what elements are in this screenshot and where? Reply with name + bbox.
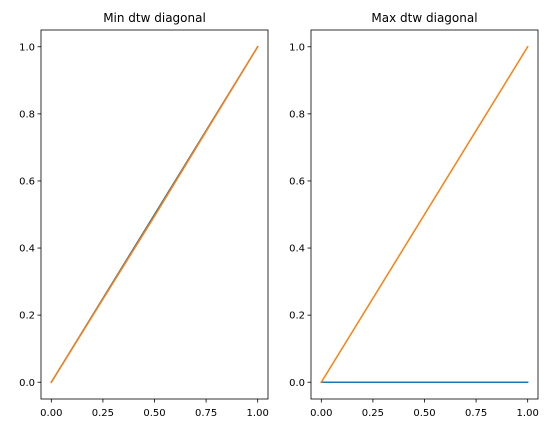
y-tick-label: 0.2 <box>19 311 35 322</box>
x-tick-label: 0.50 <box>413 408 435 419</box>
y-tick-label: 0.4 <box>19 244 35 255</box>
x-tick-label: 0.75 <box>195 408 217 419</box>
y-tick-label: 1.0 <box>289 42 305 53</box>
subplot-title: Max dtw diagonal <box>371 11 477 25</box>
y-tick-label: 1.0 <box>19 42 35 53</box>
y-tick-label: 0.8 <box>289 109 305 120</box>
x-tick-label: 0.50 <box>143 408 165 419</box>
x-tick-label: 0.00 <box>40 408 62 419</box>
subplot-max-dtw-diagonal: Max dtw diagonal 0.00 0.25 0.50 0.75 1.00 0.0… <box>289 11 539 419</box>
y-tick-label: 0.0 <box>289 378 305 389</box>
y-tick-label: 0.6 <box>289 177 305 188</box>
x-tick-label: 1.00 <box>247 408 269 419</box>
series-line-1 <box>320 45 529 384</box>
y-tick-label: 0.8 <box>19 109 35 120</box>
y-tick-label: 0.4 <box>289 244 305 255</box>
series-line-1 <box>50 45 259 384</box>
x-tick-label: 0.00 <box>310 408 332 419</box>
y-tick-label: 0.0 <box>19 378 35 389</box>
x-tick-label: 0.75 <box>465 408 487 419</box>
subplot-min-dtw-diagonal: Min dtw diagonal 0.00 0.25 0.50 0.75 1.00 0.0… <box>19 11 269 419</box>
y-tick-label: 0.6 <box>19 177 35 188</box>
x-tick-label: 1.00 <box>517 408 539 419</box>
x-tick-label: 0.25 <box>362 408 384 419</box>
subplot-title: Min dtw diagonal <box>103 11 206 25</box>
y-tick-label: 0.2 <box>289 311 305 322</box>
x-tick-label: 0.25 <box>92 408 114 419</box>
